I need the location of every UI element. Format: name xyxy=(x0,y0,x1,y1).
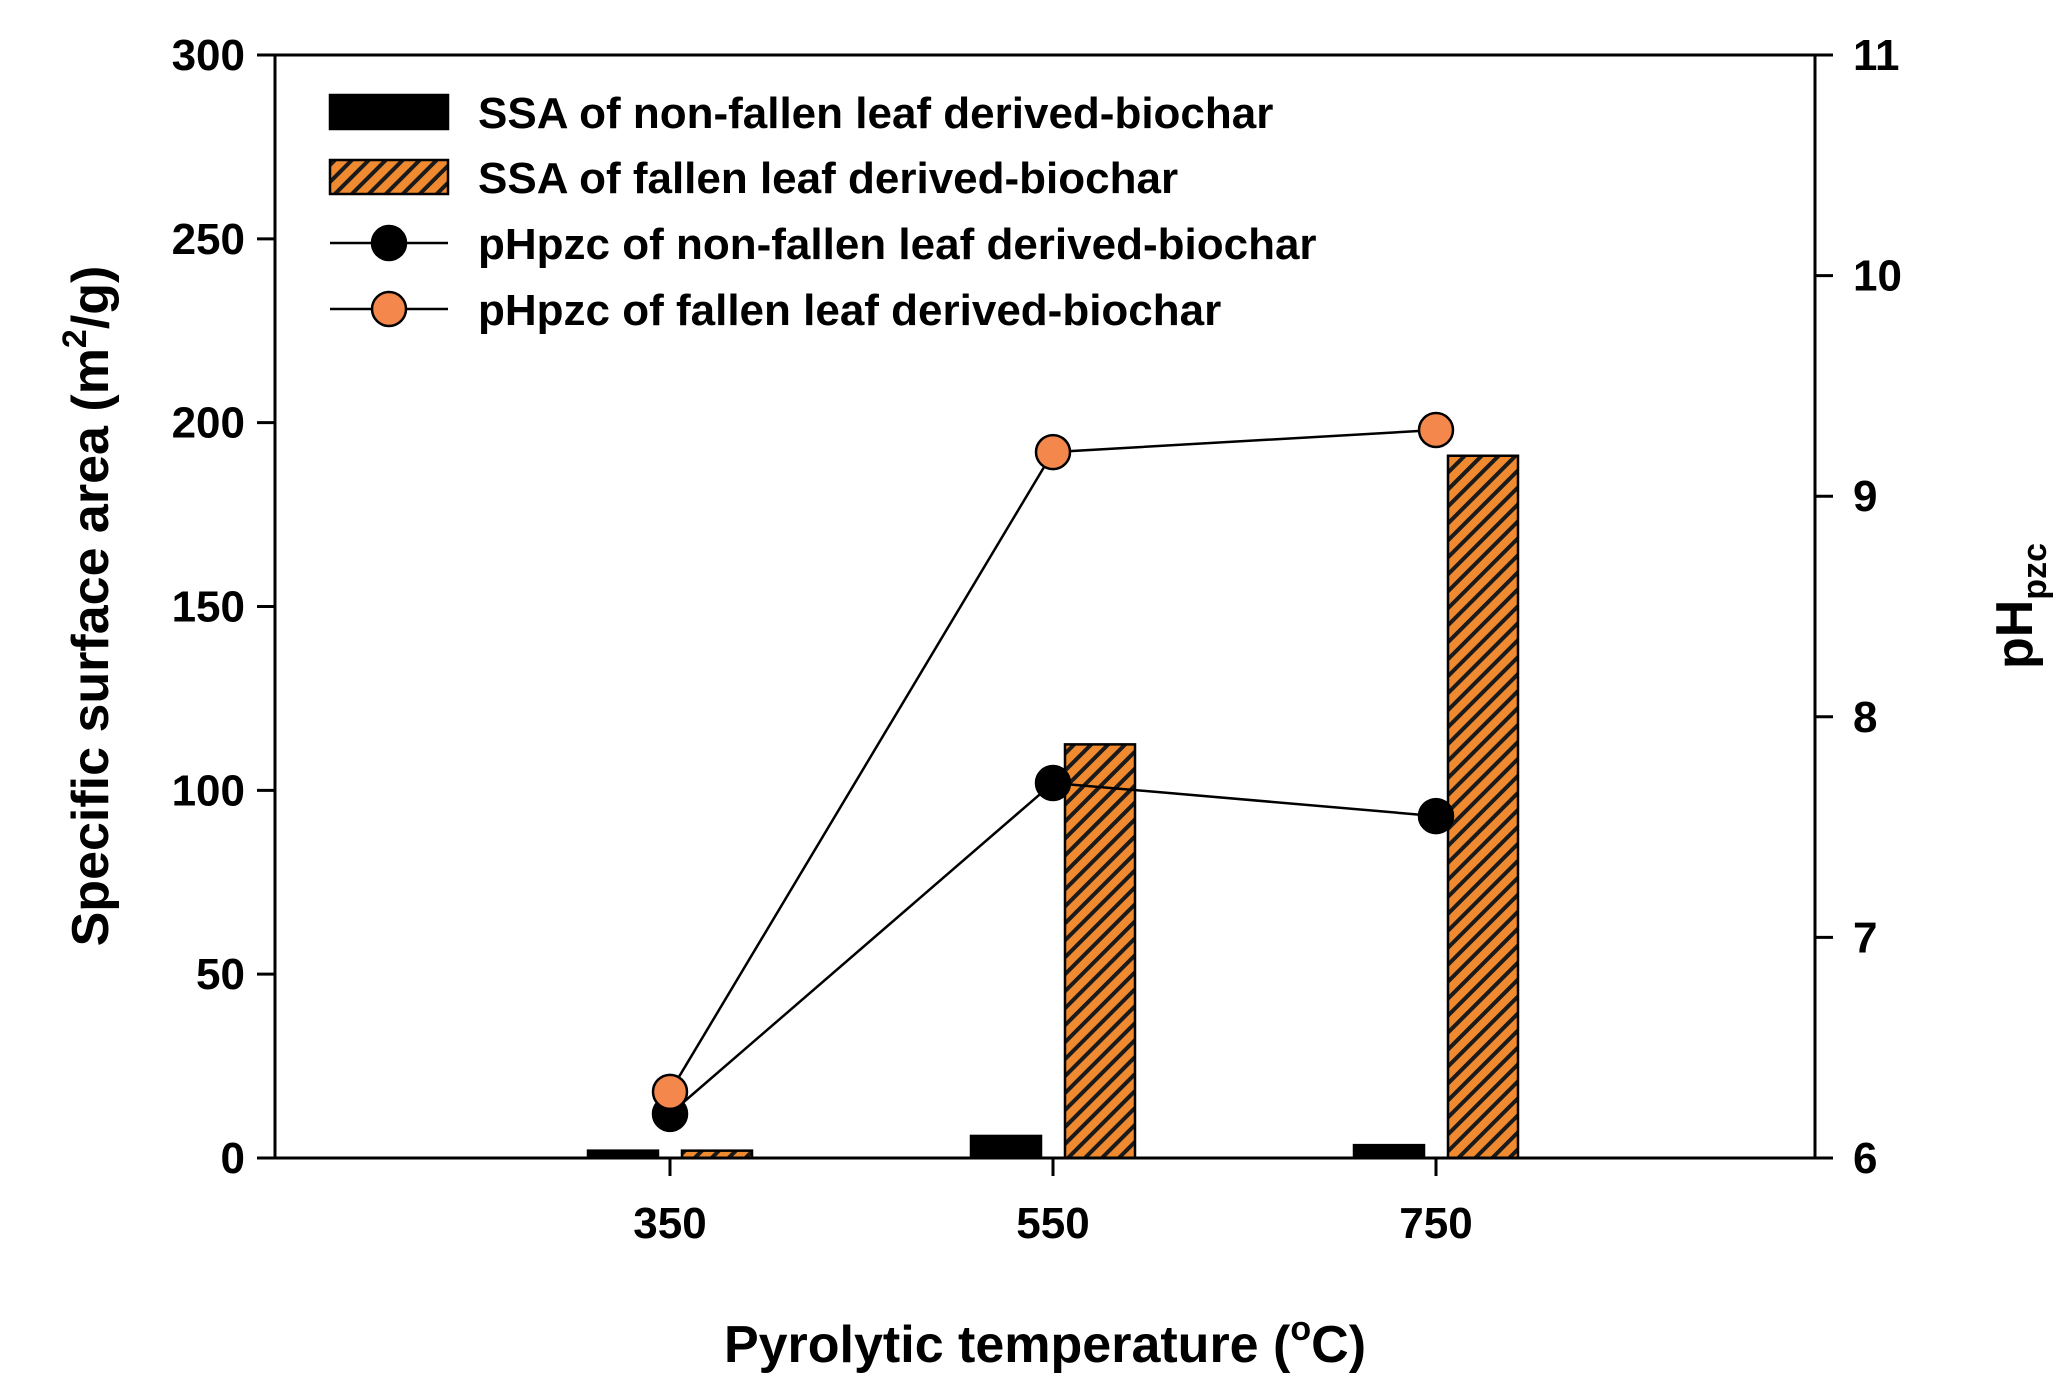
bar-nonfallen-750 xyxy=(1352,1143,1426,1160)
legend-marker-2 xyxy=(370,224,408,262)
y-tick-label-300: 300 xyxy=(172,31,245,80)
y-tick-label-250: 250 xyxy=(172,215,245,264)
bar-fallen-550 xyxy=(1063,743,1137,1160)
point-nonfallen-750 xyxy=(1417,797,1455,835)
bar-nonfallen-550 xyxy=(969,1134,1043,1160)
legend: SSA of non-fallen leaf derived-biochar SS… xyxy=(328,89,1317,335)
bars-layer xyxy=(586,454,1520,1160)
y2-tick-label-7: 7 xyxy=(1853,913,1877,962)
y-axis-title: Specific surface area (m2/g) xyxy=(56,266,120,947)
lines-layer xyxy=(651,411,1455,1133)
y2-tick-label-9: 9 xyxy=(1853,472,1877,521)
y2-tick-label-6: 6 xyxy=(1853,1134,1877,1183)
y2-tick-label-11: 11 xyxy=(1853,31,1900,80)
legend-marker-3 xyxy=(370,290,408,328)
legend-swatch-1 xyxy=(328,158,450,196)
y-tick-label-100: 100 xyxy=(172,766,245,815)
bar-fallen-750 xyxy=(1446,454,1520,1160)
legend-label-0: SSA of non-fallen leaf derived-biochar xyxy=(478,89,1273,138)
x-axis-title: Pyrolytic temperature (oC) xyxy=(724,1310,1366,1374)
y-tick-label-50: 50 xyxy=(196,950,245,999)
y-tick-label-150: 150 xyxy=(172,583,245,632)
x-tick-label-550: 550 xyxy=(1016,1199,1089,1248)
right-axis: 6 7 8 9 10 11 xyxy=(1815,31,1902,1183)
line-fallen xyxy=(668,428,1437,1093)
x-tick-label-750: 750 xyxy=(1399,1199,1472,1248)
point-fallen-350 xyxy=(651,1073,689,1111)
y2-axis-title: pHpzc xyxy=(1986,543,2054,669)
y2-tick-label-10: 10 xyxy=(1853,252,1902,301)
y-tick-label-200: 200 xyxy=(172,399,245,448)
legend-label-1: SSA of fallen leaf derived-biochar xyxy=(478,154,1178,203)
y-tick-label-0: 0 xyxy=(221,1134,245,1183)
line-nonfallen xyxy=(669,781,1437,1115)
x-axis: 350 550 750 xyxy=(633,1158,1473,1248)
point-fallen-550 xyxy=(1034,433,1072,471)
left-axis: 0 50 100 150 200 250 300 xyxy=(172,31,275,1183)
legend-label-2: pHpzc of non-fallen leaf derived-biochar xyxy=(478,220,1317,269)
point-fallen-750 xyxy=(1417,411,1455,449)
y2-tick-label-8: 8 xyxy=(1853,693,1877,742)
legend-swatch-0 xyxy=(328,93,450,131)
point-nonfallen-550 xyxy=(1034,764,1072,802)
x-tick-label-350: 350 xyxy=(633,1199,706,1248)
legend-label-3: pHpzc of fallen leaf derived-biochar xyxy=(478,286,1221,335)
